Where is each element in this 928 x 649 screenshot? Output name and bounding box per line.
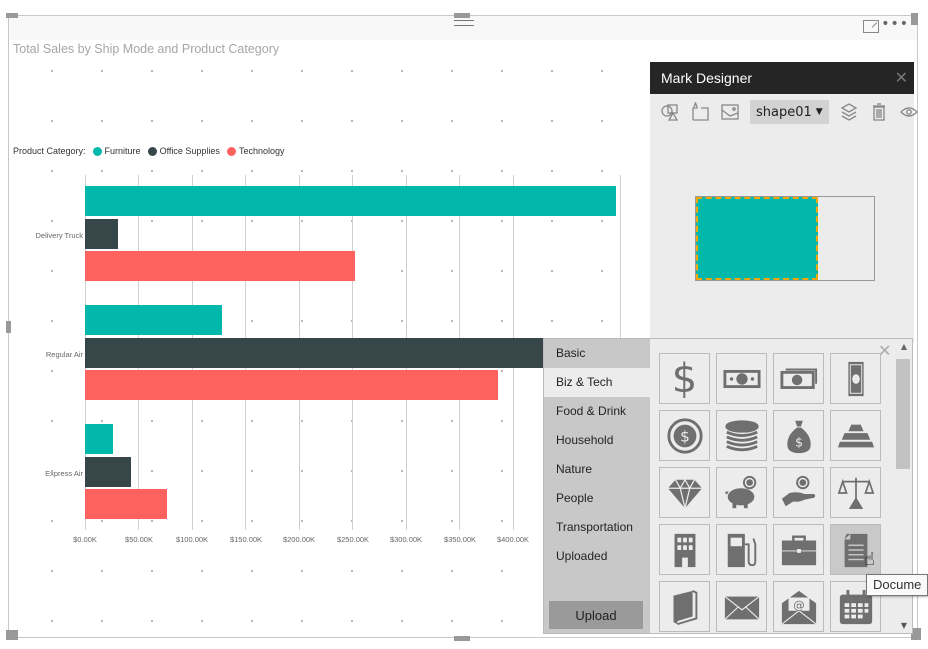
mark-designer-header: Mark Designer ✕	[650, 62, 914, 94]
banknote-icon[interactable]	[716, 353, 767, 404]
bar-regular-air-furniture[interactable]	[85, 305, 222, 335]
mark-preview-canvas[interactable]	[695, 196, 875, 281]
legend-item-office-supplies[interactable]: Office Supplies	[145, 146, 220, 156]
category-uploaded[interactable]: Uploaded	[556, 549, 608, 563]
more-options-icon[interactable]: •••	[881, 16, 909, 32]
resize-handle-top[interactable]	[454, 13, 470, 18]
mark-designer-title: Mark Designer	[661, 70, 753, 86]
close-icon[interactable]: ✕	[878, 341, 892, 360]
x-tick-label: $50.00K	[125, 535, 153, 544]
bar-express-air-furniture[interactable]	[85, 424, 113, 454]
shape-select-value: shape01	[756, 104, 812, 120]
resize-handle-top-right[interactable]	[911, 13, 918, 25]
legend-item-furniture[interactable]: Furniture	[90, 146, 141, 156]
gold-bars-icon[interactable]	[830, 410, 881, 461]
delete-icon[interactable]	[869, 102, 889, 122]
focus-mode-icon[interactable]	[863, 20, 879, 33]
mark-designer-panel: Mark Designer ✕ shape01 ▼	[650, 62, 918, 342]
icon-tooltip: Docume	[866, 574, 928, 596]
category-label: Express Air	[45, 469, 83, 478]
x-tick-label: $350.00K	[443, 535, 477, 544]
bar-express-air-technology[interactable]	[85, 489, 167, 519]
upload-button[interactable]: Upload	[549, 601, 643, 629]
bar-delivery-truck-office-supplies[interactable]	[85, 219, 118, 249]
diamond-icon[interactable]	[659, 467, 710, 518]
legend-item-technology[interactable]: Technology	[224, 146, 284, 156]
scroll-down-icon[interactable]: ▼	[900, 621, 907, 630]
icon-picker-panel: Basic Biz & Tech Food & Drink Household …	[543, 338, 913, 634]
legend-dot-icon	[226, 146, 236, 156]
book-icon[interactable]	[659, 581, 710, 632]
coin-stack-icon[interactable]	[716, 410, 767, 461]
bar-regular-air-technology[interactable]	[85, 370, 498, 400]
bar-delivery-truck-technology[interactable]	[85, 251, 355, 281]
chevron-down-icon: ▼	[815, 107, 823, 117]
legend-dot-icon	[147, 146, 157, 156]
envelope-icon[interactable]	[716, 581, 767, 632]
x-tick-label: $200.00K	[282, 535, 316, 544]
chart-title: Total Sales by Ship Mode and Product Cat…	[13, 42, 280, 56]
hand-coin-icon[interactable]	[773, 467, 824, 518]
category-label: Regular Air	[45, 350, 83, 359]
x-tick-label: $300.00K	[389, 535, 423, 544]
bar-regular-air-office-supplies[interactable]	[85, 338, 620, 368]
category-label: Delivery Truck	[35, 231, 83, 240]
x-tick-label: $400.00K	[496, 535, 530, 544]
document-icon[interactable]	[830, 524, 881, 575]
shape-select-dropdown[interactable]: shape01 ▼	[750, 100, 829, 124]
bar-express-air-office-supplies[interactable]	[85, 457, 131, 487]
resize-handle-top-left[interactable]	[6, 13, 18, 18]
x-tick-label: $100.00K	[175, 535, 209, 544]
money-bag-icon[interactable]: $	[773, 410, 824, 461]
banknote-vertical-icon[interactable]	[830, 353, 881, 404]
building-icon[interactable]	[659, 524, 710, 575]
category-household[interactable]: Household	[556, 433, 614, 447]
scrollbar-thumb[interactable]	[896, 359, 910, 469]
briefcase-icon[interactable]	[773, 524, 824, 575]
layers-icon[interactable]	[839, 102, 859, 122]
preview-eye-icon[interactable]	[899, 102, 919, 122]
icon-category-list: Basic Biz & Tech Food & Drink Household …	[544, 339, 650, 633]
text-icon[interactable]	[690, 102, 710, 122]
category-nature[interactable]: Nature	[556, 462, 593, 476]
banknote-stack-icon[interactable]	[773, 353, 824, 404]
scales-icon[interactable]	[830, 467, 881, 518]
category-transportation[interactable]: Transportation	[556, 520, 633, 534]
svg-text:@: @	[793, 597, 804, 611]
legend-dot-icon	[92, 146, 102, 156]
gas-pump-icon[interactable]	[716, 524, 767, 575]
coin-icon[interactable]: $	[659, 410, 710, 461]
x-tick-label: $250.00K	[336, 535, 370, 544]
plot-area	[85, 175, 645, 530]
close-icon[interactable]: ✕	[894, 70, 908, 87]
hand-cursor-icon: ☝	[864, 549, 875, 570]
email-at-icon[interactable]: @	[773, 581, 824, 632]
svg-text:$: $	[680, 427, 690, 445]
resize-handle-left[interactable]	[6, 321, 11, 333]
shapes-icon[interactable]	[660, 102, 680, 122]
bar-delivery-truck-furniture[interactable]	[85, 186, 616, 216]
category-people[interactable]: People	[556, 491, 594, 505]
legend-title: Product Category:	[13, 146, 86, 156]
image-icon[interactable]	[720, 102, 740, 122]
dollar-sign-icon[interactable]: $	[659, 353, 710, 404]
chart-legend: Product Category: Furniture Office Suppl…	[13, 146, 284, 156]
resize-handle-bottom-left[interactable]	[6, 630, 18, 640]
drag-grip-icon[interactable]	[454, 20, 474, 26]
icon-grid: $ $ $	[659, 353, 881, 632]
resize-handle-bottom-right[interactable]	[911, 628, 921, 640]
svg-text:$: $	[795, 435, 803, 449]
x-tick-label: $150.00K	[229, 535, 263, 544]
category-biz-tech[interactable]: Biz & Tech	[544, 368, 650, 397]
category-food-drink[interactable]: Food & Drink	[556, 404, 627, 418]
category-basic[interactable]: Basic	[556, 346, 586, 360]
mark-designer-toolbar: shape01 ▼	[650, 94, 918, 130]
selected-shape[interactable]	[696, 197, 818, 280]
resize-handle-bottom[interactable]	[454, 636, 470, 641]
piggy-bank-icon[interactable]	[716, 467, 767, 518]
scroll-up-icon[interactable]: ▲	[900, 342, 907, 351]
x-tick-label: $0.00K	[73, 535, 97, 544]
